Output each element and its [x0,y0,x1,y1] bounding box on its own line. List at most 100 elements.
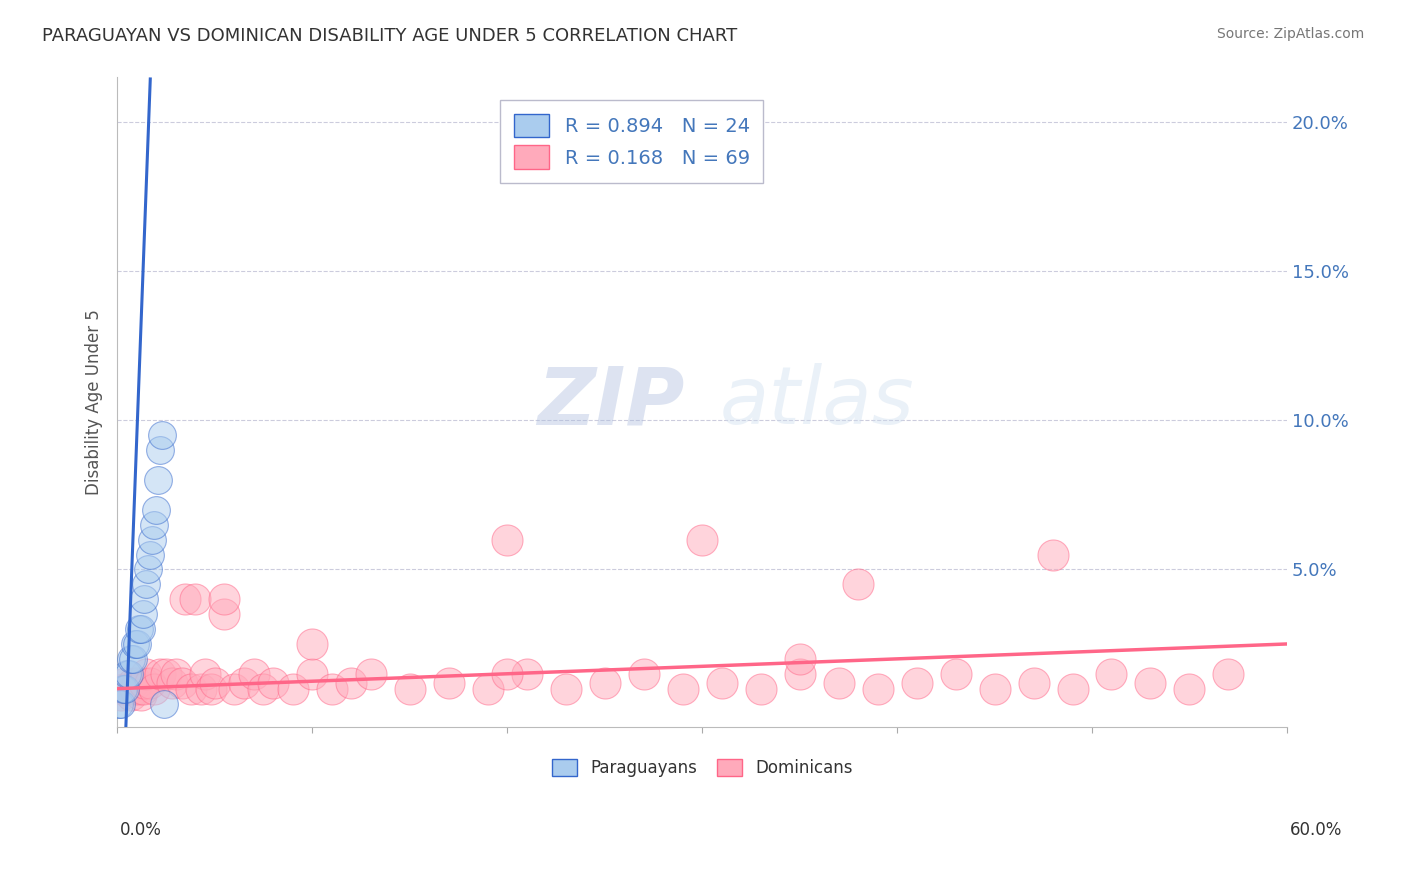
Point [214,592,236,607]
Text: Source: ZipAtlas.com: Source: ZipAtlas.com [1216,27,1364,41]
Point [110,688,132,702]
Point [125,675,148,690]
Point [153,697,176,711]
Point [170,675,193,690]
Point [114,681,136,696]
Point [710,675,733,690]
Point [143,517,166,532]
Point [516,666,538,681]
Point [134,675,156,690]
Point [437,675,460,690]
Text: ZIP: ZIP [537,363,685,442]
Point [149,443,172,458]
Point [141,533,163,547]
Point [128,622,150,636]
Point [160,675,183,690]
Point [108,697,131,711]
Point [139,675,162,690]
Point [110,697,132,711]
Point [1042,548,1064,562]
Point [262,675,284,690]
Point [114,675,136,690]
Point [633,666,655,681]
Point [115,681,138,696]
Point [301,637,323,651]
Point [121,652,143,666]
Point [143,681,166,696]
Point [190,681,212,696]
Point [945,666,967,681]
Point [983,681,1005,696]
Point [214,607,236,622]
Point [174,592,197,607]
Point [129,622,152,636]
Point [281,681,304,696]
Text: 0.0%: 0.0% [120,821,162,838]
Point [115,666,138,681]
Point [120,652,142,666]
Point [866,681,889,696]
Point [184,592,207,607]
Point [118,681,141,696]
Point [1178,681,1201,696]
Point [129,688,152,702]
Text: PARAGUAYAN VS DOMINICAN DISABILITY AGE UNDER 5 CORRELATION CHART: PARAGUAYAN VS DOMINICAN DISABILITY AGE U… [42,27,737,45]
Point [118,666,141,681]
Point [145,503,167,517]
Point [340,675,363,690]
Point [554,681,576,696]
Point [690,533,713,547]
Point [124,637,146,651]
Y-axis label: Disability Age Under 5: Disability Age Under 5 [86,310,103,495]
Point [1022,675,1045,690]
Point [477,681,499,696]
Point [232,675,254,690]
Point [204,675,226,690]
Text: atlas: atlas [720,363,914,442]
Point [112,681,135,696]
Point [321,681,343,696]
Point [180,681,202,696]
Point [146,473,169,487]
Point [165,666,187,681]
Point [200,681,222,696]
Point [593,675,616,690]
Point [135,666,157,681]
Point [224,681,246,696]
Point [905,675,928,690]
Point [846,577,869,591]
Point [1101,666,1123,681]
Point [1062,681,1084,696]
Point [124,681,146,696]
Point [398,681,420,696]
Point [252,681,274,696]
Point [496,533,519,547]
Point [789,652,811,666]
Point [496,666,519,681]
Point [301,666,323,681]
Point [125,637,148,651]
Point [134,592,156,607]
Point [1139,675,1161,690]
Point [128,681,150,696]
Point [242,666,264,681]
Text: 60.0%: 60.0% [1291,821,1343,838]
Point [120,688,142,702]
Point [194,666,217,681]
Point [150,428,173,442]
Point [749,681,772,696]
Point [139,548,162,562]
Point [121,675,143,690]
Point [155,666,177,681]
Point [138,562,160,576]
Point [149,666,172,681]
Point [1218,666,1240,681]
Point [131,681,153,696]
Point [827,675,849,690]
Legend: Paraguayans, Dominicans: Paraguayans, Dominicans [546,753,859,784]
Point [112,681,135,696]
Point [789,666,811,681]
Point [671,681,693,696]
Point [360,666,382,681]
Point [131,607,153,622]
